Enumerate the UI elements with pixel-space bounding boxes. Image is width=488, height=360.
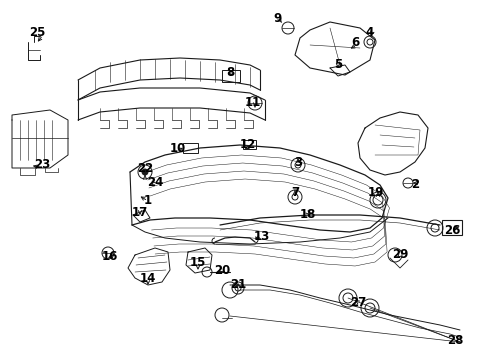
- Text: 21: 21: [229, 279, 245, 292]
- Text: 18: 18: [299, 208, 316, 221]
- Text: 25: 25: [29, 27, 45, 40]
- Text: 28: 28: [446, 333, 462, 346]
- Text: 23: 23: [34, 158, 50, 171]
- Text: 9: 9: [273, 12, 282, 24]
- Text: 22: 22: [137, 162, 153, 175]
- Text: 4: 4: [365, 26, 373, 39]
- Text: 7: 7: [290, 186, 299, 199]
- Text: 13: 13: [253, 230, 269, 243]
- Circle shape: [142, 169, 148, 175]
- Text: 1: 1: [143, 194, 152, 207]
- Text: 3: 3: [293, 157, 302, 170]
- Text: 14: 14: [140, 271, 156, 284]
- Text: 27: 27: [349, 296, 366, 309]
- Text: 15: 15: [189, 256, 206, 270]
- Text: 17: 17: [132, 207, 148, 220]
- Text: 16: 16: [102, 251, 118, 264]
- Text: 19: 19: [367, 185, 384, 198]
- Text: 11: 11: [244, 95, 261, 108]
- Text: 2: 2: [410, 179, 418, 192]
- Text: 29: 29: [391, 248, 407, 261]
- Text: 26: 26: [443, 224, 459, 237]
- Text: 5: 5: [333, 58, 342, 72]
- Text: 12: 12: [240, 139, 256, 152]
- Text: 8: 8: [225, 67, 234, 80]
- Text: 10: 10: [169, 141, 186, 154]
- Text: 24: 24: [146, 176, 163, 189]
- Text: 20: 20: [213, 264, 230, 276]
- Text: 6: 6: [350, 36, 358, 49]
